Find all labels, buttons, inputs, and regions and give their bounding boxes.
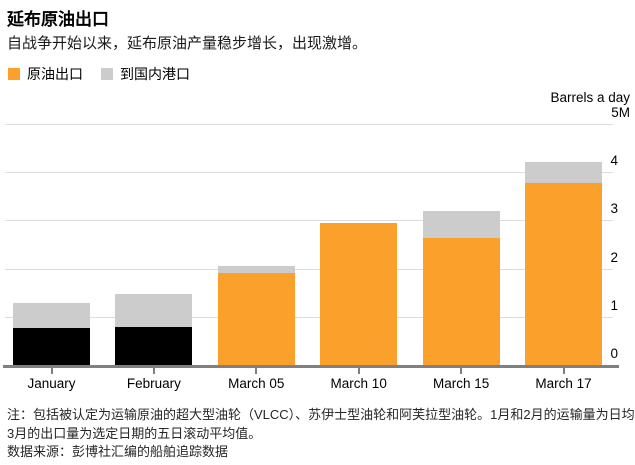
x-axis-line xyxy=(3,365,619,368)
legend-item-domestic-ports: 到国内港口 xyxy=(101,64,190,84)
x-tick-mark xyxy=(255,368,258,374)
legend: 原油出口 到国内港口 xyxy=(8,64,208,84)
gridline xyxy=(5,172,613,174)
y-axis-unit-label: Barrels a day xyxy=(550,90,630,105)
x-axis-label: March 17 xyxy=(535,376,592,391)
y-tick-label: 0 xyxy=(610,346,618,361)
legend-swatch-orange-icon xyxy=(8,68,20,80)
bar-segment-到国内港口 xyxy=(217,266,295,274)
legend-swatch-gray-icon xyxy=(101,68,113,80)
footnote-line: 3月的出口量为选定日期的五日滚动平均值。 xyxy=(7,425,262,441)
x-tick-mark xyxy=(460,368,463,374)
footnote-line: 注：包括被认定为运输原油的超大型油轮（VLCC）、苏伊士型油轮和阿芙拉型油轮。1… xyxy=(7,407,635,422)
x-axis-label: March 10 xyxy=(330,376,387,391)
page-title: 延布原油出口 xyxy=(7,10,109,29)
legend-label: 到国内港口 xyxy=(120,66,190,82)
bar-segment-原油出口 xyxy=(217,273,295,365)
y-tick-label: 4 xyxy=(610,153,618,169)
footnote-line: 数据来源：彭博社汇编的船舶追踪数据 xyxy=(7,444,229,459)
x-tick-mark xyxy=(357,368,360,374)
bar-segment-到国内港口 xyxy=(13,303,90,329)
x-tick-mark xyxy=(50,368,53,374)
bar-segment-原油出口 xyxy=(320,222,398,365)
bar-segment-原油出口 xyxy=(13,328,90,365)
footnotes: 注：包括被认定为运输原油的超大型油轮（VLCC）、苏伊士型油轮和阿芙拉型油轮。1… xyxy=(7,406,635,462)
chart-subtitle: 自战争开始以来，延布原油产量稳步增长，出现激增。 xyxy=(7,35,368,52)
bar-segment-到国内港口 xyxy=(422,210,500,238)
bar-segment-原油出口 xyxy=(422,237,500,365)
bar-segment-原油出口 xyxy=(115,326,193,365)
bar-segment-原油出口 xyxy=(525,182,602,365)
legend-item-crude-exports: 原油出口 xyxy=(8,64,83,84)
bar-segment-到国内港口 xyxy=(525,162,602,183)
bar-segment-到国内港口 xyxy=(115,294,193,327)
gridline xyxy=(5,268,613,270)
y-tick-label-top: 5M xyxy=(611,105,630,120)
x-axis-label: January xyxy=(27,376,76,391)
x-axis-label: March 15 xyxy=(432,376,490,391)
y-tick-label: 2 xyxy=(610,249,618,265)
gridline xyxy=(5,220,613,222)
legend-label: 原油出口 xyxy=(27,66,83,82)
y-tick-label: 1 xyxy=(610,297,618,313)
x-axis-label: February xyxy=(126,376,181,391)
gridline xyxy=(5,124,613,125)
y-tick-label: 3 xyxy=(610,201,618,217)
x-tick-mark xyxy=(152,368,155,374)
x-axis-label: March 05 xyxy=(228,376,285,391)
x-tick-mark xyxy=(562,368,565,374)
gridline xyxy=(5,316,613,318)
